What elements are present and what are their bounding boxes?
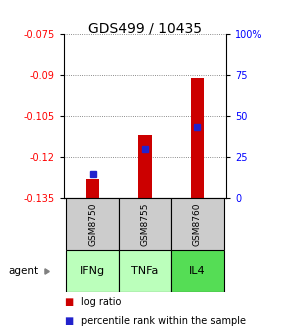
Text: agent: agent <box>9 266 39 277</box>
Bar <box>171 250 224 292</box>
Bar <box>66 250 119 292</box>
Text: IL4: IL4 <box>189 266 206 276</box>
Text: GSM8755: GSM8755 <box>140 203 150 246</box>
Text: GSM8760: GSM8760 <box>193 203 202 246</box>
Bar <box>191 78 204 198</box>
Text: ■: ■ <box>64 316 73 326</box>
Bar <box>66 198 119 250</box>
Text: GSM8750: GSM8750 <box>88 203 97 246</box>
Text: percentile rank within the sample: percentile rank within the sample <box>81 316 246 326</box>
Text: GDS499 / 10435: GDS499 / 10435 <box>88 22 202 36</box>
Text: ■: ■ <box>64 297 73 307</box>
Bar <box>119 198 171 250</box>
Polygon shape <box>45 269 49 274</box>
Text: TNFa: TNFa <box>131 266 159 276</box>
Bar <box>138 135 152 198</box>
Bar <box>86 179 99 198</box>
Bar <box>171 198 224 250</box>
Text: log ratio: log ratio <box>81 297 122 307</box>
Bar <box>119 250 171 292</box>
Text: IFNg: IFNg <box>80 266 105 276</box>
